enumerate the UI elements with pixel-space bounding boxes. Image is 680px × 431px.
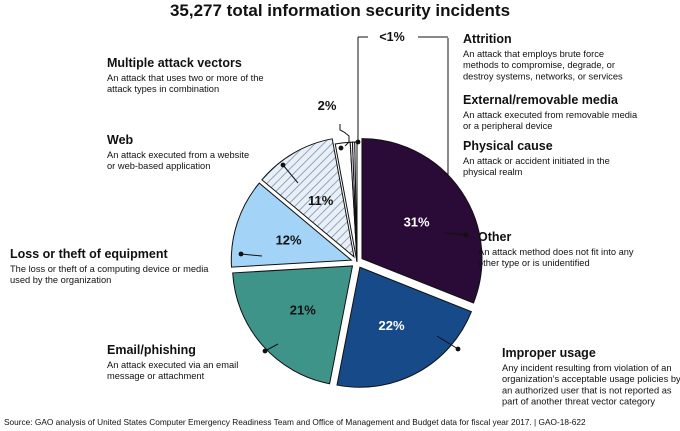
group-label-less-than-1: <1% [379,30,404,44]
leader-dot-group [355,139,361,145]
label-other: Other An attack method does not fit into … [478,230,634,268]
slice-email-phishing [232,265,354,385]
label-desc-physical-cause: An attack or accident initiated in the [463,156,610,166]
label-desc-other: An attack method does not fit into any [478,247,634,257]
label-email-phishing: Email/phishing An attack executed via an … [107,343,238,381]
leader-line-email-phishing [264,343,279,352]
slice-other [361,138,483,304]
label-desc-external-removable-media: or a peripheral device [463,121,552,131]
label-title-email-phishing: Email/phishing [107,343,196,357]
label-title-attrition: Attrition [463,32,512,46]
leader-line-other [443,232,467,236]
label-desc-physical-cause: physical realm [463,167,523,177]
label-title-physical-cause: Physical cause [463,139,553,153]
label-title-loss-or-theft-of-equipment: Loss or theft of equipment [10,247,168,261]
slice-value-web: 11% [308,193,334,208]
leader-dot-improper-usage [455,346,461,352]
label-desc-attrition: destroy systems, networks, or services [463,71,623,81]
label-desc-other: other type or is unidentified [478,258,590,268]
leader-line-web [282,164,299,184]
label-title-web: Web [107,133,134,147]
chart-title: 35,277 total information security incide… [170,1,510,20]
label-title-other: Other [478,230,511,244]
slice-labels: 31% 22% 21% 12% 11% Other An attack method doe… [10,30,680,407]
label-desc-attrition: methods to compromise, degrade, or [463,60,615,70]
label-title-multiple-attack-vectors: Multiple attack vectors [107,56,242,70]
slice-value-other: 31% [404,215,430,230]
slice-value-email-phishing: 21% [290,302,316,317]
pie-slices [230,138,483,388]
label-title-external-removable-media: External/removable media [463,93,619,107]
leader-line-loss-or-theft-of-equipment [240,253,263,257]
label-physical-cause: Physical cause An attack or accident init… [463,139,610,177]
label-desc-web: An attack executed from a website [107,150,249,160]
label-multiple-attack-vectors: Multiple attack vectors An attack that us… [107,56,264,94]
leader-line-multiple-attack-vectors [339,124,350,147]
label-desc-web: or web-based application [107,161,210,171]
source-note: Source: GAO analysis of United States Co… [4,417,586,427]
slice-improper-usage [336,266,473,388]
slice-web [261,138,355,259]
leader-lines [238,36,469,354]
leader-dot-multiple-attack-vectors [338,145,344,151]
label-attrition: Attrition An attack that employs brute fo… [463,32,623,81]
slice-loss-or-theft-of-equipment [230,182,353,268]
label-desc-multiple-attack-vectors: attack types in combination [107,84,219,94]
label-external-removable-media: External/removable media An attack execut… [463,93,638,131]
label-desc-improper-usage: Any incident resulting from violation of… [502,363,672,373]
leader-line-improper-usage [436,335,459,350]
label-desc-email-phishing: message or attachment [107,371,205,381]
slice-value-improper-usage: 22% [378,318,404,333]
label-improper-usage: Improper usage Any incident resulting fro… [502,346,680,407]
label-desc-multiple-attack-vectors: An attack that uses two or more of the [107,73,264,83]
label-loss-or-theft-of-equipment: Loss or theft of equipment The loss or th… [10,247,209,285]
label-desc-loss-or-theft-of-equipment: The loss or theft of a computing device … [10,264,209,274]
label-title-improper-usage: Improper usage [502,346,596,360]
label-desc-improper-usage: organization’s acceptable usage policies… [502,374,680,384]
leader-dot-other [463,232,469,238]
label-desc-improper-usage: part of another threat vector category [502,397,655,407]
label-desc-attrition: An attack that employs brute force [463,49,604,59]
label-desc-email-phishing: An attack executed via an email [107,360,238,370]
label-desc-external-removable-media: An attack executed from removable media [463,110,638,120]
label-desc-loss-or-theft-of-equipment: used by the organization [10,275,111,285]
leader-dot-email-phishing [262,348,268,354]
leader-dot-web [280,162,286,168]
slice-value-loss-or-theft-of-equipment: 12% [276,232,302,247]
label-desc-improper-usage: an authorized user that is not reported … [502,385,672,395]
leader-dot-loss-or-theft-of-equipment [238,251,244,257]
slice-value-multiple-attack-vectors: 2% [318,98,337,113]
